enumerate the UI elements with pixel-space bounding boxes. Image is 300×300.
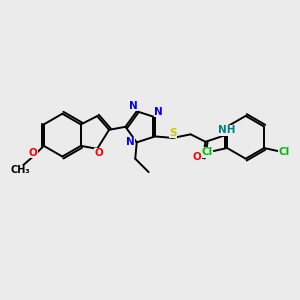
Text: Cl: Cl: [202, 148, 213, 158]
Text: O: O: [94, 148, 103, 158]
Text: O: O: [28, 148, 37, 158]
Text: Cl: Cl: [278, 148, 290, 158]
Text: O: O: [193, 152, 202, 162]
Text: S: S: [169, 128, 177, 138]
Text: N: N: [154, 107, 163, 117]
Text: CH₃: CH₃: [10, 165, 30, 175]
Text: N: N: [129, 101, 137, 111]
Text: NH: NH: [218, 125, 236, 136]
Text: N: N: [126, 137, 135, 147]
